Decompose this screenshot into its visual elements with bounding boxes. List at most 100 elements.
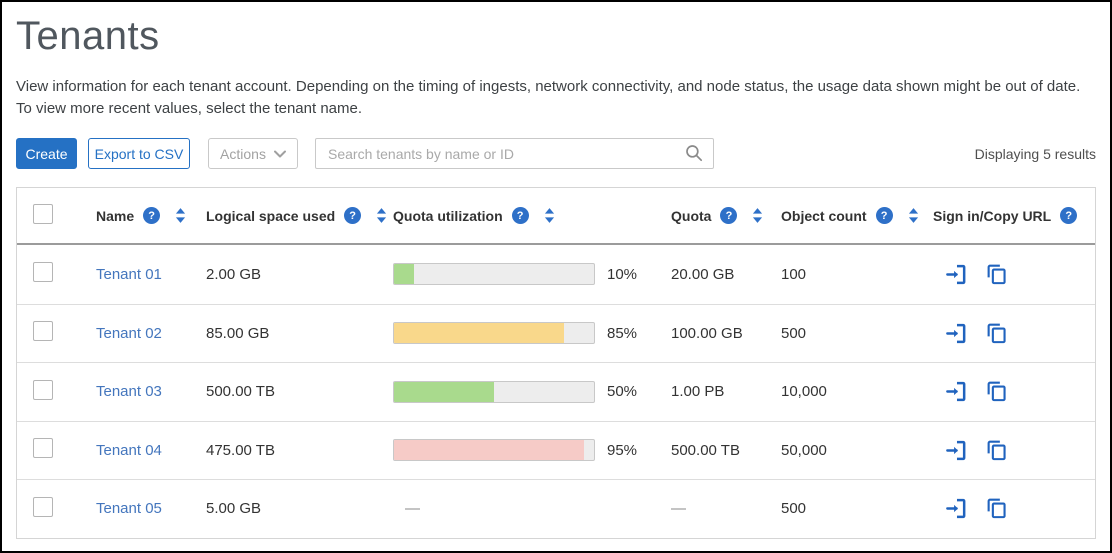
tenant-name-link[interactable]: Tenant 04: [96, 441, 162, 459]
sign-in-icon[interactable]: [945, 380, 968, 403]
quota-utilization-bar-fill: [394, 440, 584, 461]
copy-url-icon[interactable]: [985, 263, 1008, 286]
tenant-name-cell: Tenant 04: [96, 442, 206, 459]
tenant-name-link[interactable]: Tenant 01: [96, 265, 162, 283]
help-icon[interactable]: ?: [1060, 207, 1078, 224]
search-input[interactable]: [315, 138, 714, 169]
sign-in-icon[interactable]: [945, 263, 968, 286]
row-checkbox-cell: [17, 379, 96, 404]
table-row: Tenant 04 475.00 TB 95% 500.00 TB 50,000: [17, 420, 1095, 480]
row-actions-cell: [933, 322, 1095, 345]
column-header-logical-space: Logical space used ?: [206, 207, 393, 224]
quota-utilization-value: 10%: [607, 265, 638, 283]
table-header: Name ? Logical space used ? Quota utiliz…: [17, 188, 1095, 245]
help-icon[interactable]: ?: [143, 207, 161, 224]
table-body: Tenant 01 2.00 GB 10% 20.00 GB 100: [17, 245, 1095, 538]
object-count-cell: 500: [781, 500, 933, 517]
object-count-value: 500: [781, 324, 807, 342]
logical-space-cell: 475.00 TB: [206, 442, 393, 459]
column-header-sign-in-copy-url: Sign in/Copy URL ?: [933, 207, 1095, 224]
table-row: Tenant 03 500.00 TB 50% 1.00 PB 10,000: [17, 362, 1095, 421]
object-count-value: 100: [781, 265, 807, 283]
sort-arrows-icon[interactable]: [544, 208, 555, 223]
row-checkbox-cell: [17, 321, 96, 345]
description-line-1: View information for each tenant account…: [16, 78, 1081, 95]
actions-button-label: Actions: [220, 145, 266, 162]
logical-space-cell: 500.00 TB: [206, 383, 393, 400]
chevron-down-icon: [273, 150, 286, 158]
table-row: Tenant 01 2.00 GB 10% 20.00 GB 100: [17, 245, 1095, 304]
quota-cell: 500.00 TB: [671, 442, 781, 459]
column-label: Object count: [781, 207, 867, 224]
object-count-value: 50,000: [781, 441, 827, 459]
row-actions-cell: [933, 263, 1095, 286]
search-icon[interactable]: [684, 143, 704, 168]
copy-url-icon[interactable]: [985, 439, 1008, 462]
tenant-name-cell: Tenant 02: [96, 325, 206, 342]
quota-utilization-bar: [393, 263, 595, 286]
quota-utilization-value: 50%: [607, 383, 638, 401]
sort-arrows-icon[interactable]: [175, 208, 186, 223]
help-icon[interactable]: ?: [875, 207, 893, 224]
actions-button[interactable]: Actions: [208, 138, 298, 169]
tenant-name-link[interactable]: Tenant 05: [96, 500, 162, 518]
select-all-checkbox[interactable]: [33, 204, 53, 224]
object-count-cell: 100: [781, 266, 933, 283]
object-count-value: 10,000: [781, 383, 827, 401]
tenant-name-link[interactable]: Tenant 02: [96, 324, 162, 342]
quota-utilization-cell: —: [393, 500, 671, 517]
logical-space-value: 5.00 GB: [206, 500, 262, 518]
sign-in-icon[interactable]: [945, 322, 968, 345]
sort-arrows-icon[interactable]: [376, 208, 387, 223]
object-count-value: 500: [781, 500, 807, 518]
quota-cell: 1.00 PB: [671, 383, 781, 400]
copy-url-icon[interactable]: [985, 380, 1008, 403]
column-header-object-count: Object count ?: [781, 207, 933, 224]
tenant-name-cell: Tenant 05: [96, 500, 206, 517]
export-csv-button[interactable]: Export to CSV: [88, 138, 190, 169]
object-count-cell: 50,000: [781, 442, 933, 459]
help-icon[interactable]: ?: [720, 207, 738, 224]
toolbar: Create Export to CSV Actions Displaying …: [16, 138, 1096, 169]
quota-utilization-bar: [393, 322, 595, 345]
tenant-name-link[interactable]: Tenant 03: [96, 383, 162, 401]
tenants-table: Name ? Logical space used ? Quota utiliz…: [16, 187, 1096, 539]
row-checkbox[interactable]: [33, 496, 53, 517]
sort-arrows-icon[interactable]: [908, 208, 919, 223]
sign-in-icon[interactable]: [945, 439, 968, 462]
column-header-quota-utilization: Quota utilization ?: [393, 207, 671, 224]
row-checkbox-cell: [17, 438, 96, 462]
help-icon[interactable]: ?: [511, 207, 529, 224]
quota-utilization-cell: 50%: [393, 380, 671, 403]
logical-space-value: 85.00 GB: [206, 324, 270, 342]
row-checkbox[interactable]: [33, 321, 53, 342]
page-description: View information for each tenant account…: [16, 76, 1096, 120]
quota-cell: —: [671, 500, 781, 517]
tenant-name-cell: Tenant 01: [96, 266, 206, 283]
quota-utilization-bar-fill: [394, 264, 414, 285]
column-label: Sign in/Copy URL: [933, 207, 1052, 224]
object-count-cell: 500: [781, 325, 933, 342]
quota-utilization-bar-fill: [394, 381, 494, 402]
description-line-2: To view more recent values, select the t…: [16, 100, 363, 117]
sort-arrows-icon[interactable]: [752, 208, 763, 223]
quota-utilization-value: 85%: [607, 324, 638, 342]
quota-value: —: [671, 500, 686, 518]
row-actions-cell: [933, 497, 1095, 520]
row-checkbox[interactable]: [33, 438, 53, 459]
column-label: Logical space used: [206, 207, 336, 224]
quota-utilization-cell: 95%: [393, 439, 671, 462]
row-checkbox[interactable]: [33, 262, 53, 283]
quota-cell: 100.00 GB: [671, 325, 781, 342]
create-button[interactable]: Create: [16, 138, 77, 169]
quota-value: 100.00 GB: [671, 324, 743, 342]
logical-space-value: 500.00 TB: [206, 383, 275, 401]
row-checkbox[interactable]: [33, 379, 53, 400]
sign-in-icon[interactable]: [945, 497, 968, 520]
copy-url-icon[interactable]: [985, 497, 1008, 520]
quota-utilization-value: —: [405, 500, 420, 518]
help-icon[interactable]: ?: [344, 207, 362, 224]
copy-url-icon[interactable]: [985, 322, 1008, 345]
logical-space-cell: 85.00 GB: [206, 325, 393, 342]
